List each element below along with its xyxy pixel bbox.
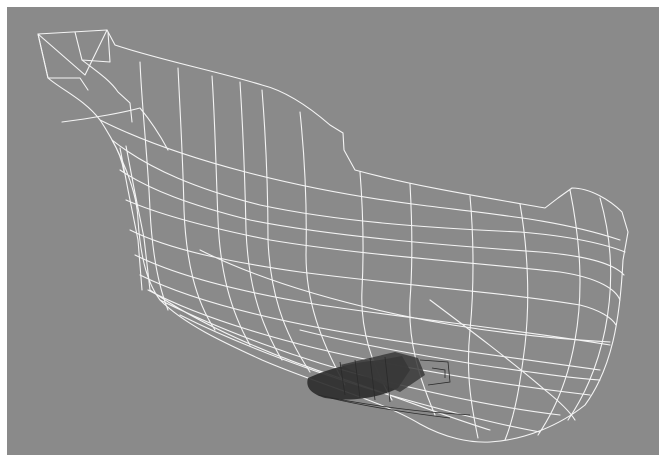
appendage-fin [340,352,425,392]
appendage-ribs [339,356,391,403]
frame-1 [139,61,169,311]
waterline-1 [99,119,621,241]
diagonal-b [299,329,601,381]
frame-3 [211,75,251,346]
appendage-bracket-inner [431,367,446,378]
appendage-bracket [419,359,451,386]
frame-5 [261,89,311,373]
frame-2 [177,67,216,331]
bow-inner-box [74,31,111,63]
stem-post-right [125,145,151,291]
frame-10 [504,203,529,441]
diagonal-a [199,249,611,343]
frame-8 [409,183,436,416]
appendage-shaft-2 [329,397,451,419]
frame-6 [299,111,346,386]
bow-stem-step [81,59,133,123]
frame-12 [567,197,612,421]
bow-deck-diagonal [37,29,108,76]
waterline-6 [134,254,611,346]
waterline-2 [111,139,626,253]
waterline-3 [119,169,625,276]
waterline-7 [139,274,601,371]
waterline-4 [125,199,621,301]
appendage-detail [307,352,471,419]
stem-post-inner [111,139,125,173]
waterline-5 [129,229,617,326]
frame-4 [239,81,283,361]
bow-deck-line [37,33,89,91]
diagonal-c [429,299,576,421]
appendage-shaft [317,394,471,416]
bow-forecastle [61,107,169,151]
